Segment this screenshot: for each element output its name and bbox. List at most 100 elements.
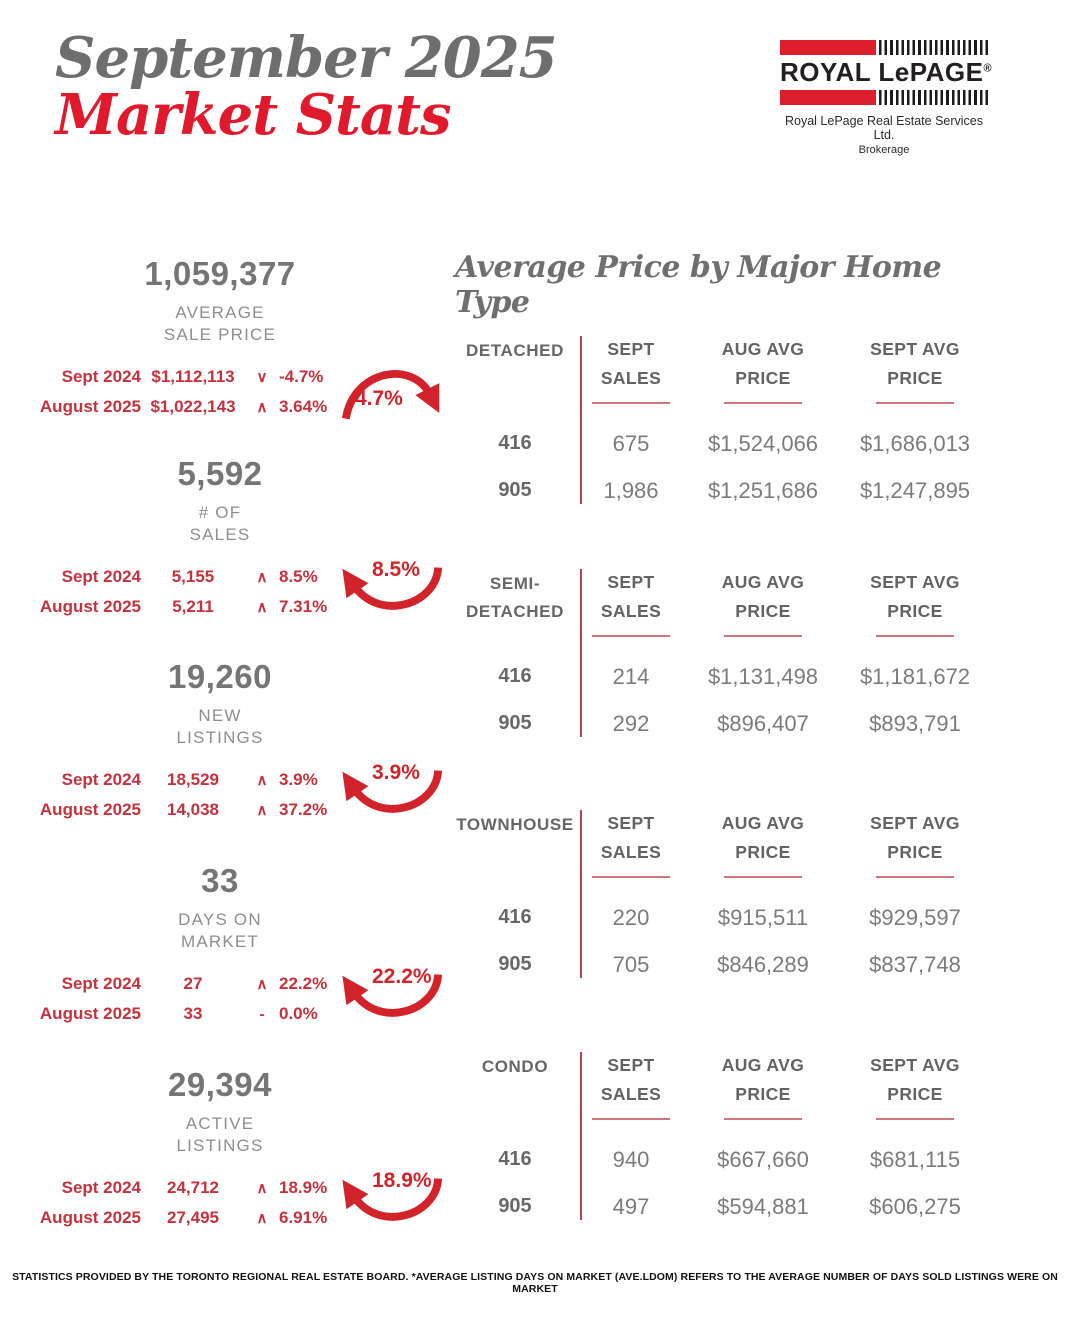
header-line2: SALES [600,841,662,862]
period-percent: 7.31% [279,596,328,616]
period-percent: 22.2% [279,974,328,994]
stat-new-listings: 19,260 NEW LISTINGS Sept 2024 18,529 ∧ 3… [0,658,460,825]
stat-comparison-rows: Sept 2024 24,712 ∧ 18.9% August 2025 27,… [0,1173,370,1233]
stat-value: 19,260 [168,658,272,695]
registered-trademark-icon: ® [983,62,993,75]
home-type-label: SEMI- DETACHED [450,565,580,653]
header-line2: PRICE [887,367,943,388]
column-header-sept-avg-price: SEPT AVG PRICE [844,806,986,894]
stat-comparison-rows: Sept 2024 18,529 ∧ 3.9% August 2025 14,0… [0,765,370,825]
table-divider-line [580,336,582,504]
comparison-row: August 2025 33 - 0.0% [0,999,370,1029]
period-value: 5,155 [171,567,215,587]
header-underline [724,1117,802,1120]
logo-top-bars [780,40,988,55]
trend-chevron-icon: ∧ [256,569,268,587]
table-divider-line [580,1052,582,1220]
period-label: Sept 2024 [61,1178,141,1198]
arrow-percent-label: 18.9% [372,1169,432,1192]
trend-chevron-icon: ∧ [256,976,268,994]
period-percent: 8.5% [279,567,318,587]
region-label: 416 [498,665,532,687]
header-underline [724,634,802,637]
royal-lepage-logo: ROYAL LePAGE® Royal LePage Real Estate S… [780,40,992,156]
header-line1: SEPT [607,1055,655,1075]
comparison-row: August 2025 5,211 ∧ 7.31% [0,592,370,622]
trend-dash-icon: - [259,1005,265,1023]
sept-avg-price-value: $1,181,672 [859,663,971,689]
sept-avg-price-value: $837,748 [869,951,961,977]
comparison-row: Sept 2024 18,529 ∧ 3.9% [0,765,370,795]
region-label: 416 [498,1148,532,1170]
header-underline [724,401,802,404]
column-header-sept-sales: SEPT SALES [580,1048,682,1136]
period-value: 33 [183,1003,203,1023]
stat-label: NEW LISTINGS [0,705,440,749]
table-condo: CONDO SEPT SALES AUG AVG PRICE SEPT AVG PRI… [450,1048,990,1230]
header-underline [592,634,670,637]
logo-stripes-icon [879,40,988,55]
column-header-aug-avg-price: AUG AVG PRICE [682,565,844,653]
stat-label-line2: MARKET [180,932,260,952]
period-value: 27 [183,974,203,994]
table-semi-detached: SEMI- DETACHED SEPT SALES AUG AVG PRICE SE… [450,565,990,747]
trend-chevron-icon: ∧ [256,598,268,616]
header-line2: PRICE [887,841,943,862]
trend-down-arrow-icon: -4.7% [338,353,446,441]
header-line1: AUG AVG [721,572,805,592]
header-line2: PRICE [735,841,791,862]
stat-label: # OF SALES [0,502,440,546]
column-header-sept-avg-price: SEPT AVG PRICE [844,332,986,420]
header-line1: AUG AVG [721,1055,805,1075]
trend-up-arrow-icon: 18.9% [338,1164,446,1252]
logo-brand-name: ROYAL LePAGE® [780,55,992,90]
header-line1: SEPT [607,339,655,359]
stat-comparison-rows: Sept 2024 27 ∧ 22.2% August 2025 33 - 0.… [0,969,370,1029]
sept-sales-value: 220 [612,904,650,930]
aug-avg-price-value: $896,407 [717,710,809,736]
home-type-label: TOWNHOUSE [450,806,580,894]
home-type-label: CONDO [450,1048,580,1136]
comparison-row: August 2025 $1,022,143 ∧ 3.64% [0,392,370,422]
period-percent: 37.2% [279,799,328,819]
column-header-aug-avg-price: AUG AVG PRICE [682,1048,844,1136]
logo-red-bar-icon [780,90,876,105]
region-label: 905 [498,953,532,975]
sept-avg-price-value: $893,791 [869,710,961,736]
page-title-subtitle: Market Stats [55,82,452,149]
logo-brokerage-label: Brokerage [858,144,910,156]
trend-up-arrow-icon: 8.5% [338,553,446,641]
sept-sales-value: 1,986 [603,477,659,503]
aug-avg-price-value: $1,251,686 [707,477,819,503]
header-line1: SEPT AVG [870,572,960,592]
comparison-row: Sept 2024 $1,112,113 ∨ -4.7% [0,362,370,392]
period-label: August 2025 [39,396,141,416]
period-percent: 3.9% [279,770,318,790]
header-underline [876,634,954,637]
header-underline [592,875,670,878]
stat-label-line1: DAYS ON [178,910,262,929]
column-header-aug-avg-price: AUG AVG PRICE [682,332,844,420]
page-title: September 2025 Market Stats [55,29,558,149]
header-line2: PRICE [887,600,943,621]
header-underline [592,1117,670,1120]
aug-avg-price-value: $594,881 [717,1193,809,1219]
logo-bottom-bars [780,90,988,105]
trend-chevron-icon: ∧ [256,801,268,819]
header-line2: PRICE [735,600,791,621]
period-label: Sept 2024 [61,974,141,994]
home-type-line1: SEMI- [489,574,541,593]
period-percent: 0.0% [279,1003,318,1023]
period-label: August 2025 [39,1207,141,1227]
period-value: $1,112,113 [151,367,235,387]
aug-avg-price-value: $1,131,498 [707,663,819,689]
period-label: August 2025 [39,596,141,616]
stat-label-line1: # OF [198,503,242,522]
stat-label: ACTIVE LISTINGS [0,1113,440,1157]
home-type-label: DETACHED [450,332,580,420]
region-label: 905 [498,712,532,734]
period-label: Sept 2024 [61,770,141,790]
home-type-line1: TOWNHOUSE [456,815,574,834]
home-type-line1: CONDO [481,1057,549,1076]
comparison-row: August 2025 14,038 ∧ 37.2% [0,795,370,825]
